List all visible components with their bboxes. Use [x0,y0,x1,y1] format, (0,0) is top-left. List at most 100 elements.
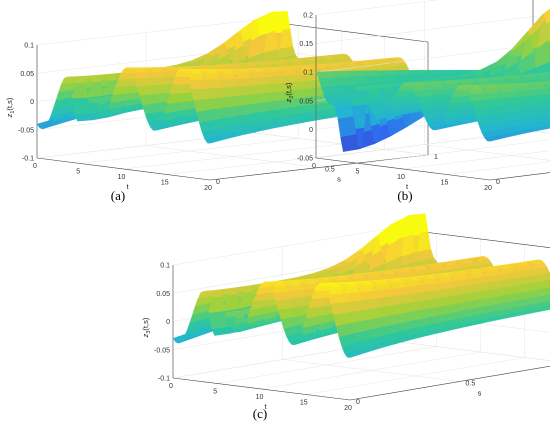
surface-facet [393,70,413,76]
surface-facet [193,98,213,112]
surface-facet [411,73,431,81]
surface-facet [330,301,350,315]
z-axis-label: z1(t,s) [5,97,16,118]
surface-facet [171,76,191,86]
y-tick-label: 0 [216,179,220,186]
z-axis-label-var: z [5,113,14,118]
surface-facet [234,77,254,87]
z-tick-label: -0.1 [22,156,34,163]
y-tick-label: 0 [356,399,360,406]
x-tick-label: 15 [161,180,169,187]
z-tick-label: -0.05 [154,347,170,354]
axes-box-1 [36,19,429,181]
z-axis-label-var: z [141,333,150,338]
surface-facet [299,79,319,90]
z-axis-label-sub: 1 [10,111,16,114]
z-axis-label-var: z [284,98,293,103]
z-tick-label: 0 [309,127,313,134]
surface-panel-1: 0.10.050-0.05-0.10510152000.51tsz1(t,s)(… [5,11,438,203]
panel-label: (c) [253,406,267,421]
x-axis-label: t [264,402,267,411]
surface-facet [377,70,397,76]
surface-facet [424,69,444,75]
panel-label: (a) [111,188,125,203]
surface-facet [74,113,94,122]
surface-mesh-1 [36,11,429,144]
surface-facet [255,91,275,104]
surface-facet [364,75,384,84]
surface-facet [337,115,357,137]
surface-facet [134,77,153,87]
x-tick-label: 20 [344,405,352,412]
surface-facet [209,96,228,110]
surface-panel-2: 0.20.150.10.050-0.050510152000.51tsz2(t,… [284,0,550,203]
z-tick-label: 0 [166,319,170,326]
surface-facet [439,69,459,75]
z-tick-label: -0.05 [18,127,34,134]
surface-facet [71,97,91,115]
y-tick-label: 0 [496,179,500,186]
surface-facet [315,71,335,79]
surface-facet [362,70,382,77]
surface-mesh-2 [315,8,550,152]
z-axis-label: z2(t,s) [284,82,295,103]
surface-facet [208,310,228,330]
surface-facet [413,89,433,98]
surface-facet [272,290,292,301]
z-axis-label-args: (t,s) [141,317,150,330]
z-axis-label-sub: 2 [289,96,295,99]
surface-facet [152,83,172,95]
y-tick-label: 1 [434,154,438,161]
surface-facet [177,68,197,73]
surface-facet [331,70,351,78]
x-axis-label: t [126,182,129,191]
z-axis-label-args: (t,s) [5,97,14,110]
z-tick-label: 0.15 [299,41,313,48]
surface-facet [136,84,156,96]
surface-facet [340,133,359,152]
x-tick-label: 15 [441,180,449,187]
surface-facet [358,290,378,301]
x-tick-label: 0 [169,383,173,390]
surface-facet [174,71,194,78]
surface-facet [219,78,239,88]
surface-facet [486,98,505,108]
surface-facet [483,91,503,100]
surface-facet [408,69,428,75]
panel-label: (b) [397,188,412,203]
x-tick-label: 10 [256,394,264,401]
x-tick-label: 15 [300,400,308,407]
z-tick-label: 0.1 [303,70,313,77]
z-axis-label: z3(t,s) [141,317,152,338]
surface-facet [172,332,192,343]
z-tick-label: 0.1 [160,263,170,270]
z-axis-label-args: (t,s) [284,82,293,95]
surface-facet [149,76,169,86]
x-tick-label: 0 [312,163,316,170]
z-tick-label: -0.05 [297,156,313,163]
surface-facet [36,119,56,129]
z-tick-label: 0.2 [303,13,313,20]
surface-facet [349,75,369,85]
surface-panel-3: 0.10.050-0.05-0.10510152000.51tsz3(t,s)(… [141,213,550,421]
surface-facet [343,291,363,303]
x-tick-label: 5 [356,169,360,176]
surface-facet [346,70,366,77]
x-tick-label: 20 [204,185,212,192]
surface-facet [203,79,223,89]
surface-facet [281,74,301,83]
surface-facet [139,93,159,106]
z-tick-label: 0.05 [299,98,313,105]
y-tick-label: 0.5 [325,167,335,174]
x-tick-label: 10 [397,174,405,181]
z-tick-label: 0.05 [156,291,170,298]
z-tick-label: 0.1 [24,43,34,50]
x-tick-label: 5 [213,389,217,396]
surface-facet [240,93,260,106]
surface-facet [470,99,490,110]
y-axis-label: s [478,389,482,398]
z-tick-label: -0.1 [158,376,170,383]
surface-facet [327,293,347,304]
surface-facet [336,84,356,94]
surface-facet [333,76,353,86]
